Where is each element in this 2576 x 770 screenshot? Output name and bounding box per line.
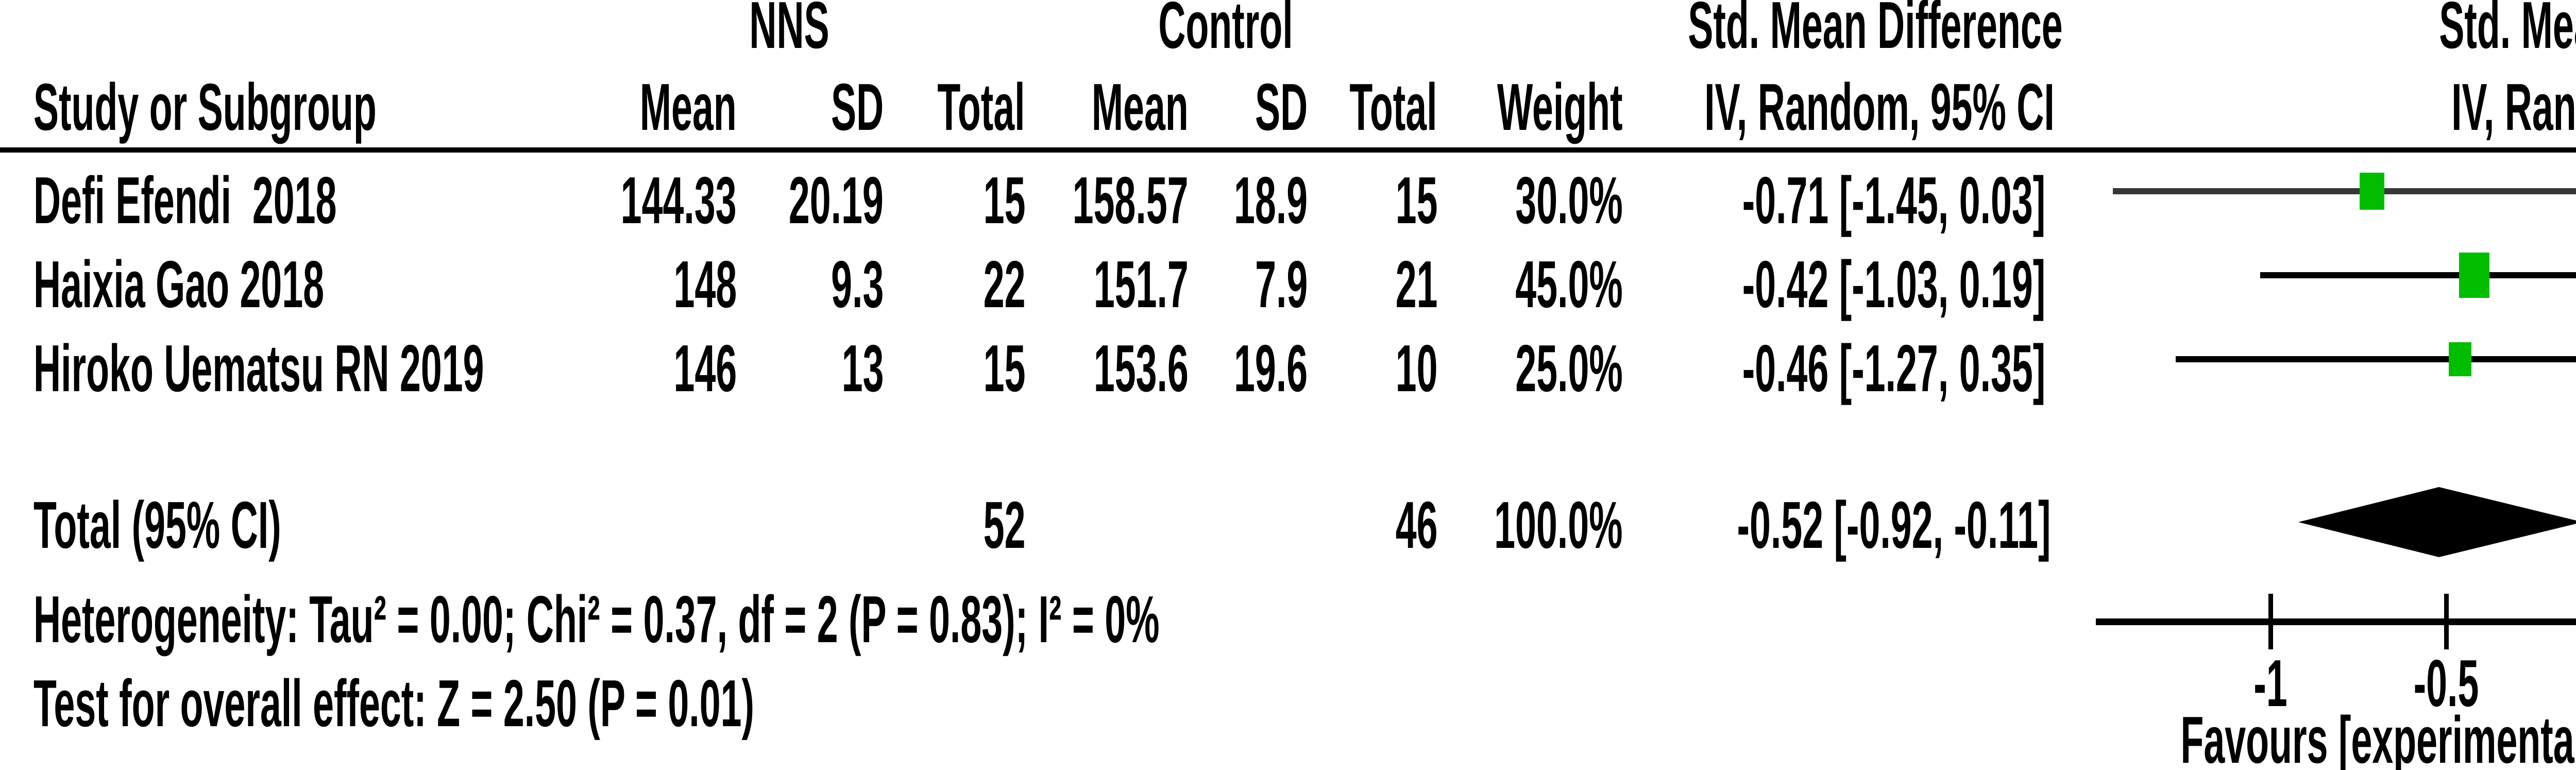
ci-line	[2113, 188, 2576, 194]
study-ci-text: -0.46 [-1.27, 0.35]	[1742, 331, 2046, 406]
study-nns-total: 15	[983, 163, 1025, 238]
overall-effect-text: Test for overall effect: Z = 2.50 (P = 0…	[33, 666, 755, 741]
study-nns-total: 15	[983, 331, 1025, 406]
effect-header: Std. Mean Difference	[1688, 0, 2063, 62]
study-weight: 30.0%	[1515, 163, 1623, 238]
favours-left-label: Favours [experimental]	[2180, 703, 2576, 770]
study-weight: 45.0%	[1515, 247, 1623, 322]
group1-header: NNS	[749, 0, 829, 62]
study-ctl-total: 15	[1395, 163, 1437, 238]
total-diamond	[2298, 487, 2576, 557]
study-weight: 25.0%	[1515, 331, 1623, 406]
study-ctl-sd: 19.6	[1233, 331, 1308, 406]
col-header-study: Study or Subgroup	[33, 70, 377, 144]
study-name: Hiroko Uematsu RN 2019	[33, 331, 484, 406]
study-ci-text: -0.42 [-1.03, 0.19]	[1742, 247, 2046, 322]
col-header-weight: Weight	[1497, 70, 1623, 144]
total-ctl-total: 46	[1395, 488, 1437, 562]
smd-marker	[2459, 253, 2489, 298]
col-header-nns-sd: SD	[831, 70, 884, 144]
smd-marker	[2360, 173, 2384, 210]
smd-marker	[2449, 342, 2471, 376]
study-ctl-mean: 158.57	[1073, 163, 1189, 238]
axis-tick	[2444, 594, 2449, 649]
col-header-ci: IV, Random, 95% CI	[1704, 70, 2055, 144]
study-nns-total: 22	[983, 247, 1025, 322]
total-label: Total (95% CI)	[33, 488, 281, 562]
ci-line	[2260, 272, 2576, 278]
x-axis-line	[2096, 618, 2576, 625]
group2-header: Control	[1158, 0, 1293, 62]
total-nns-total: 52	[983, 488, 1025, 562]
study-ctl-mean: 153.6	[1093, 331, 1189, 406]
study-name: Defi Efendi 2018	[33, 163, 337, 238]
col-header-ctl-sd: SD	[1255, 70, 1308, 144]
study-ctl-total: 21	[1395, 247, 1437, 322]
total-ci-text: -0.52 [-0.92, -0.11]	[1737, 488, 2051, 562]
study-name: Haixia Gao 2018	[33, 247, 325, 322]
study-ctl-sd: 7.9	[1255, 247, 1308, 322]
ci-line	[2176, 356, 2576, 362]
col-header-ctl-total: Total	[1349, 70, 1437, 144]
study-nns-sd: 20.19	[788, 163, 884, 238]
col-header-nns-total: Total	[937, 70, 1025, 144]
axis-tick	[2268, 594, 2273, 649]
axis-tick-label: -1	[2253, 646, 2287, 721]
study-nns-mean: 148	[673, 247, 737, 322]
study-ci-text: -0.71 [-1.45, 0.03]	[1742, 163, 2046, 238]
study-nns-mean: 144.33	[621, 163, 737, 238]
total-weight: 100.0%	[1494, 488, 1623, 562]
study-ctl-total: 10	[1395, 331, 1437, 406]
heterogeneity-text: Heterogeneity: Tau² = 0.00; Chi² = 0.37,…	[33, 582, 1160, 657]
study-nns-sd: 13	[841, 331, 884, 406]
study-ctl-mean: 151.7	[1093, 247, 1189, 322]
col-header-nns-mean: Mean	[640, 70, 737, 144]
col-header-ci-plot: IV, Random, 95% CI	[2451, 70, 2576, 144]
plot-effect-header: Std. Mean Difference	[2439, 0, 2576, 62]
study-nns-sd: 9.3	[831, 247, 884, 322]
header-divider	[0, 147, 2576, 153]
axis-tick-label: -0.5	[2413, 646, 2479, 721]
study-nns-mean: 146	[673, 331, 737, 406]
study-ctl-sd: 18.9	[1233, 163, 1308, 238]
col-header-ctl-mean: Mean	[1092, 70, 1189, 144]
